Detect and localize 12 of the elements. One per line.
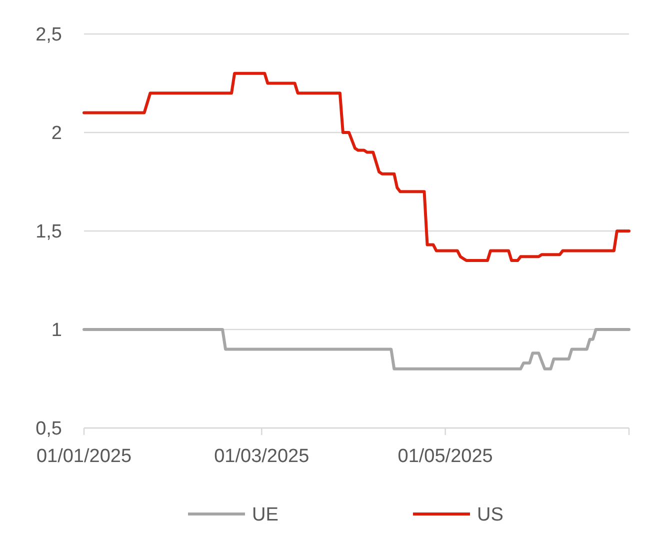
y-tick-label: 1: [51, 320, 62, 342]
line-series: [82, 72, 630, 262]
legend-label: UE: [252, 504, 278, 526]
x-tick-label: 01/01/2025: [36, 446, 132, 467]
y-tick-label: 2: [51, 123, 62, 144]
y-tick-label: 2,5: [36, 24, 62, 46]
x-tick-label: 01/05/2025: [398, 446, 493, 467]
line-series: [82, 328, 630, 370]
y-tick-label: 1,5: [36, 222, 62, 243]
y-tick-label: 0,5: [36, 418, 62, 440]
legend-label: US: [477, 504, 504, 526]
x-tick-label: 01/03/2025: [214, 446, 310, 467]
